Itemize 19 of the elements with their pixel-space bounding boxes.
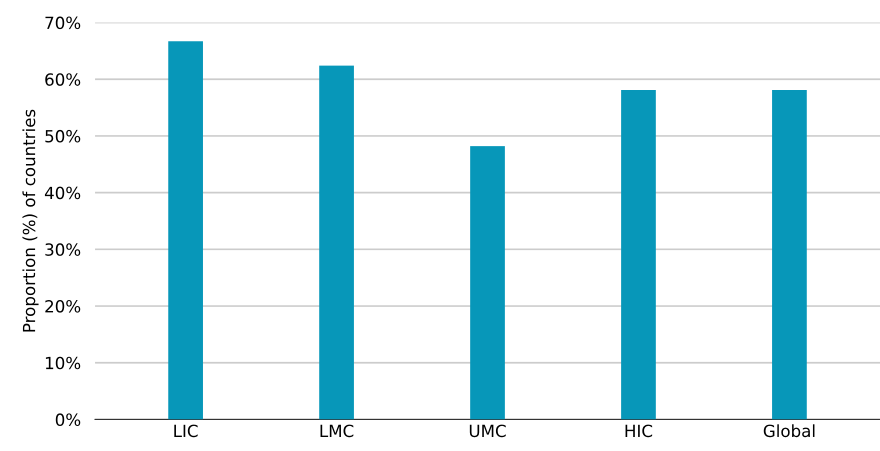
x-tick-label: LIC xyxy=(174,424,198,438)
y-axis-title: Proportion (%) of countries xyxy=(22,110,39,332)
bar xyxy=(772,90,807,420)
y-tick-label: 70% xyxy=(45,16,80,30)
y-tick-label: 10% xyxy=(46,356,80,370)
y-tick-label: 30% xyxy=(45,243,80,256)
y-tick-label: 20% xyxy=(45,300,80,313)
x-tick-label: LMC xyxy=(320,424,354,438)
bar xyxy=(470,146,505,420)
x-tick-label: UMC xyxy=(470,424,506,438)
y-tick-label: 50% xyxy=(45,130,80,143)
y-tick-label: 60% xyxy=(45,73,80,86)
bar xyxy=(319,66,354,420)
bar xyxy=(621,90,656,420)
bar xyxy=(168,41,203,420)
y-tick-label: 0% xyxy=(56,413,80,426)
y-tick-label: 40% xyxy=(44,186,80,200)
x-tick-label: HIC xyxy=(626,424,652,438)
x-tick-label: Global xyxy=(764,424,814,438)
